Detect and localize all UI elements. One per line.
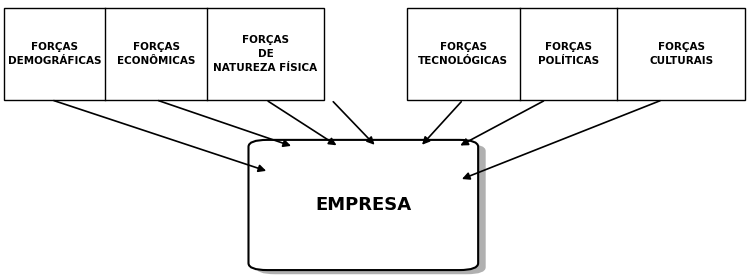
Text: FORÇAS
TECNOLÓGICAS: FORÇAS TECNOLÓGICAS: [418, 42, 508, 66]
Bar: [4, 8, 324, 100]
Text: EMPRESA: EMPRESA: [316, 196, 411, 214]
Bar: [407, 8, 745, 100]
Text: FORÇAS
DE
NATUREZA FÍSICA: FORÇAS DE NATUREZA FÍSICA: [213, 35, 318, 73]
Text: FORÇAS
ECONÔMICAS: FORÇAS ECONÔMICAS: [117, 42, 196, 66]
Text: FORÇAS
POLÍTICAS: FORÇAS POLÍTICAS: [538, 42, 599, 66]
Text: FORÇAS
CULTURAIS: FORÇAS CULTURAIS: [649, 42, 714, 66]
Text: FORÇAS
DEMOGRÁFICAS: FORÇAS DEMOGRÁFICAS: [8, 42, 102, 66]
FancyBboxPatch shape: [256, 144, 486, 274]
FancyBboxPatch shape: [248, 140, 478, 270]
